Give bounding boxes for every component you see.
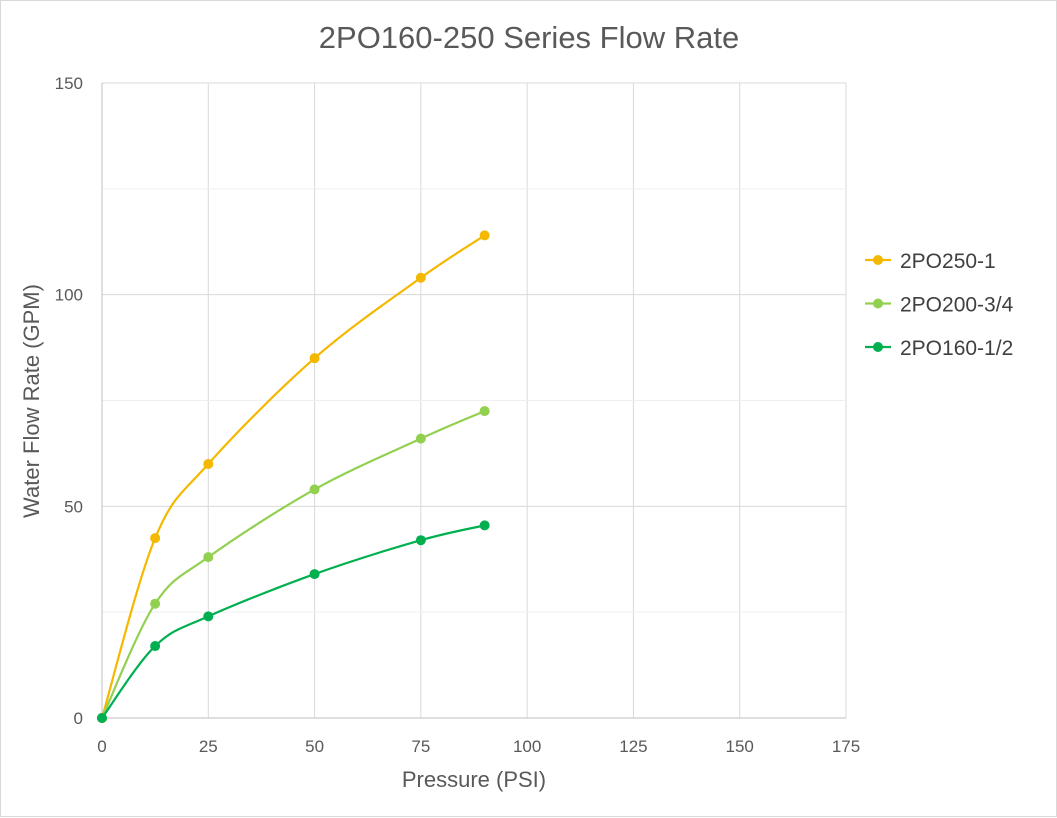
data-point <box>97 713 107 723</box>
x-tick-label: 175 <box>832 737 860 756</box>
chart-title: 2PO160-250 Series Flow Rate <box>319 20 739 55</box>
legend-marker <box>873 255 883 265</box>
x-tick-label: 125 <box>619 737 647 756</box>
x-tick-label: 25 <box>199 737 218 756</box>
y-tick-labels: 0 50 100 150 <box>55 74 83 728</box>
y-tick-label: 150 <box>55 74 83 93</box>
y-tick-label: 100 <box>55 286 83 305</box>
legend: 2PO250-1 2PO200-3/4 2PO160-1/2 <box>865 250 1014 360</box>
x-tick-label: 100 <box>513 737 541 756</box>
x-tick-label: 0 <box>97 737 106 756</box>
series-line <box>101 410 486 719</box>
data-point <box>309 484 320 495</box>
x-tick-label: 50 <box>305 737 324 756</box>
data-point <box>150 533 161 544</box>
data-point <box>415 535 426 546</box>
data-point <box>479 520 490 531</box>
data-point <box>415 272 426 283</box>
legend-marker <box>873 298 883 309</box>
data-point <box>203 611 214 622</box>
data-point <box>309 353 320 364</box>
data-point <box>415 433 426 444</box>
legend-marker <box>873 342 883 352</box>
data-point <box>479 406 490 417</box>
y-axis-label: Water Flow Rate (GPM) <box>19 284 44 518</box>
series-points <box>97 230 490 723</box>
data-point <box>203 552 214 563</box>
series-line <box>101 524 485 719</box>
x-tick-label: 75 <box>411 737 430 756</box>
x-tick-label: 150 <box>726 737 754 756</box>
legend-label: 2PO160-1/2 <box>900 337 1013 360</box>
data-point <box>203 459 214 469</box>
axes <box>101 83 846 719</box>
data-point <box>309 569 320 580</box>
legend-label: 2PO200-3/4 <box>900 294 1014 317</box>
x-axis-label: Pressure (PSI) <box>402 767 546 792</box>
x-tick-labels: 0 25 50 75 100 125 150 175 <box>97 737 860 756</box>
data-point <box>479 230 490 241</box>
data-point <box>150 641 161 652</box>
y-tick-label: 50 <box>64 497 83 516</box>
data-point <box>150 598 161 609</box>
legend-label: 2PO250-1 <box>900 250 996 273</box>
grid-lines <box>102 82 847 718</box>
y-tick-label: 0 <box>74 709 83 728</box>
